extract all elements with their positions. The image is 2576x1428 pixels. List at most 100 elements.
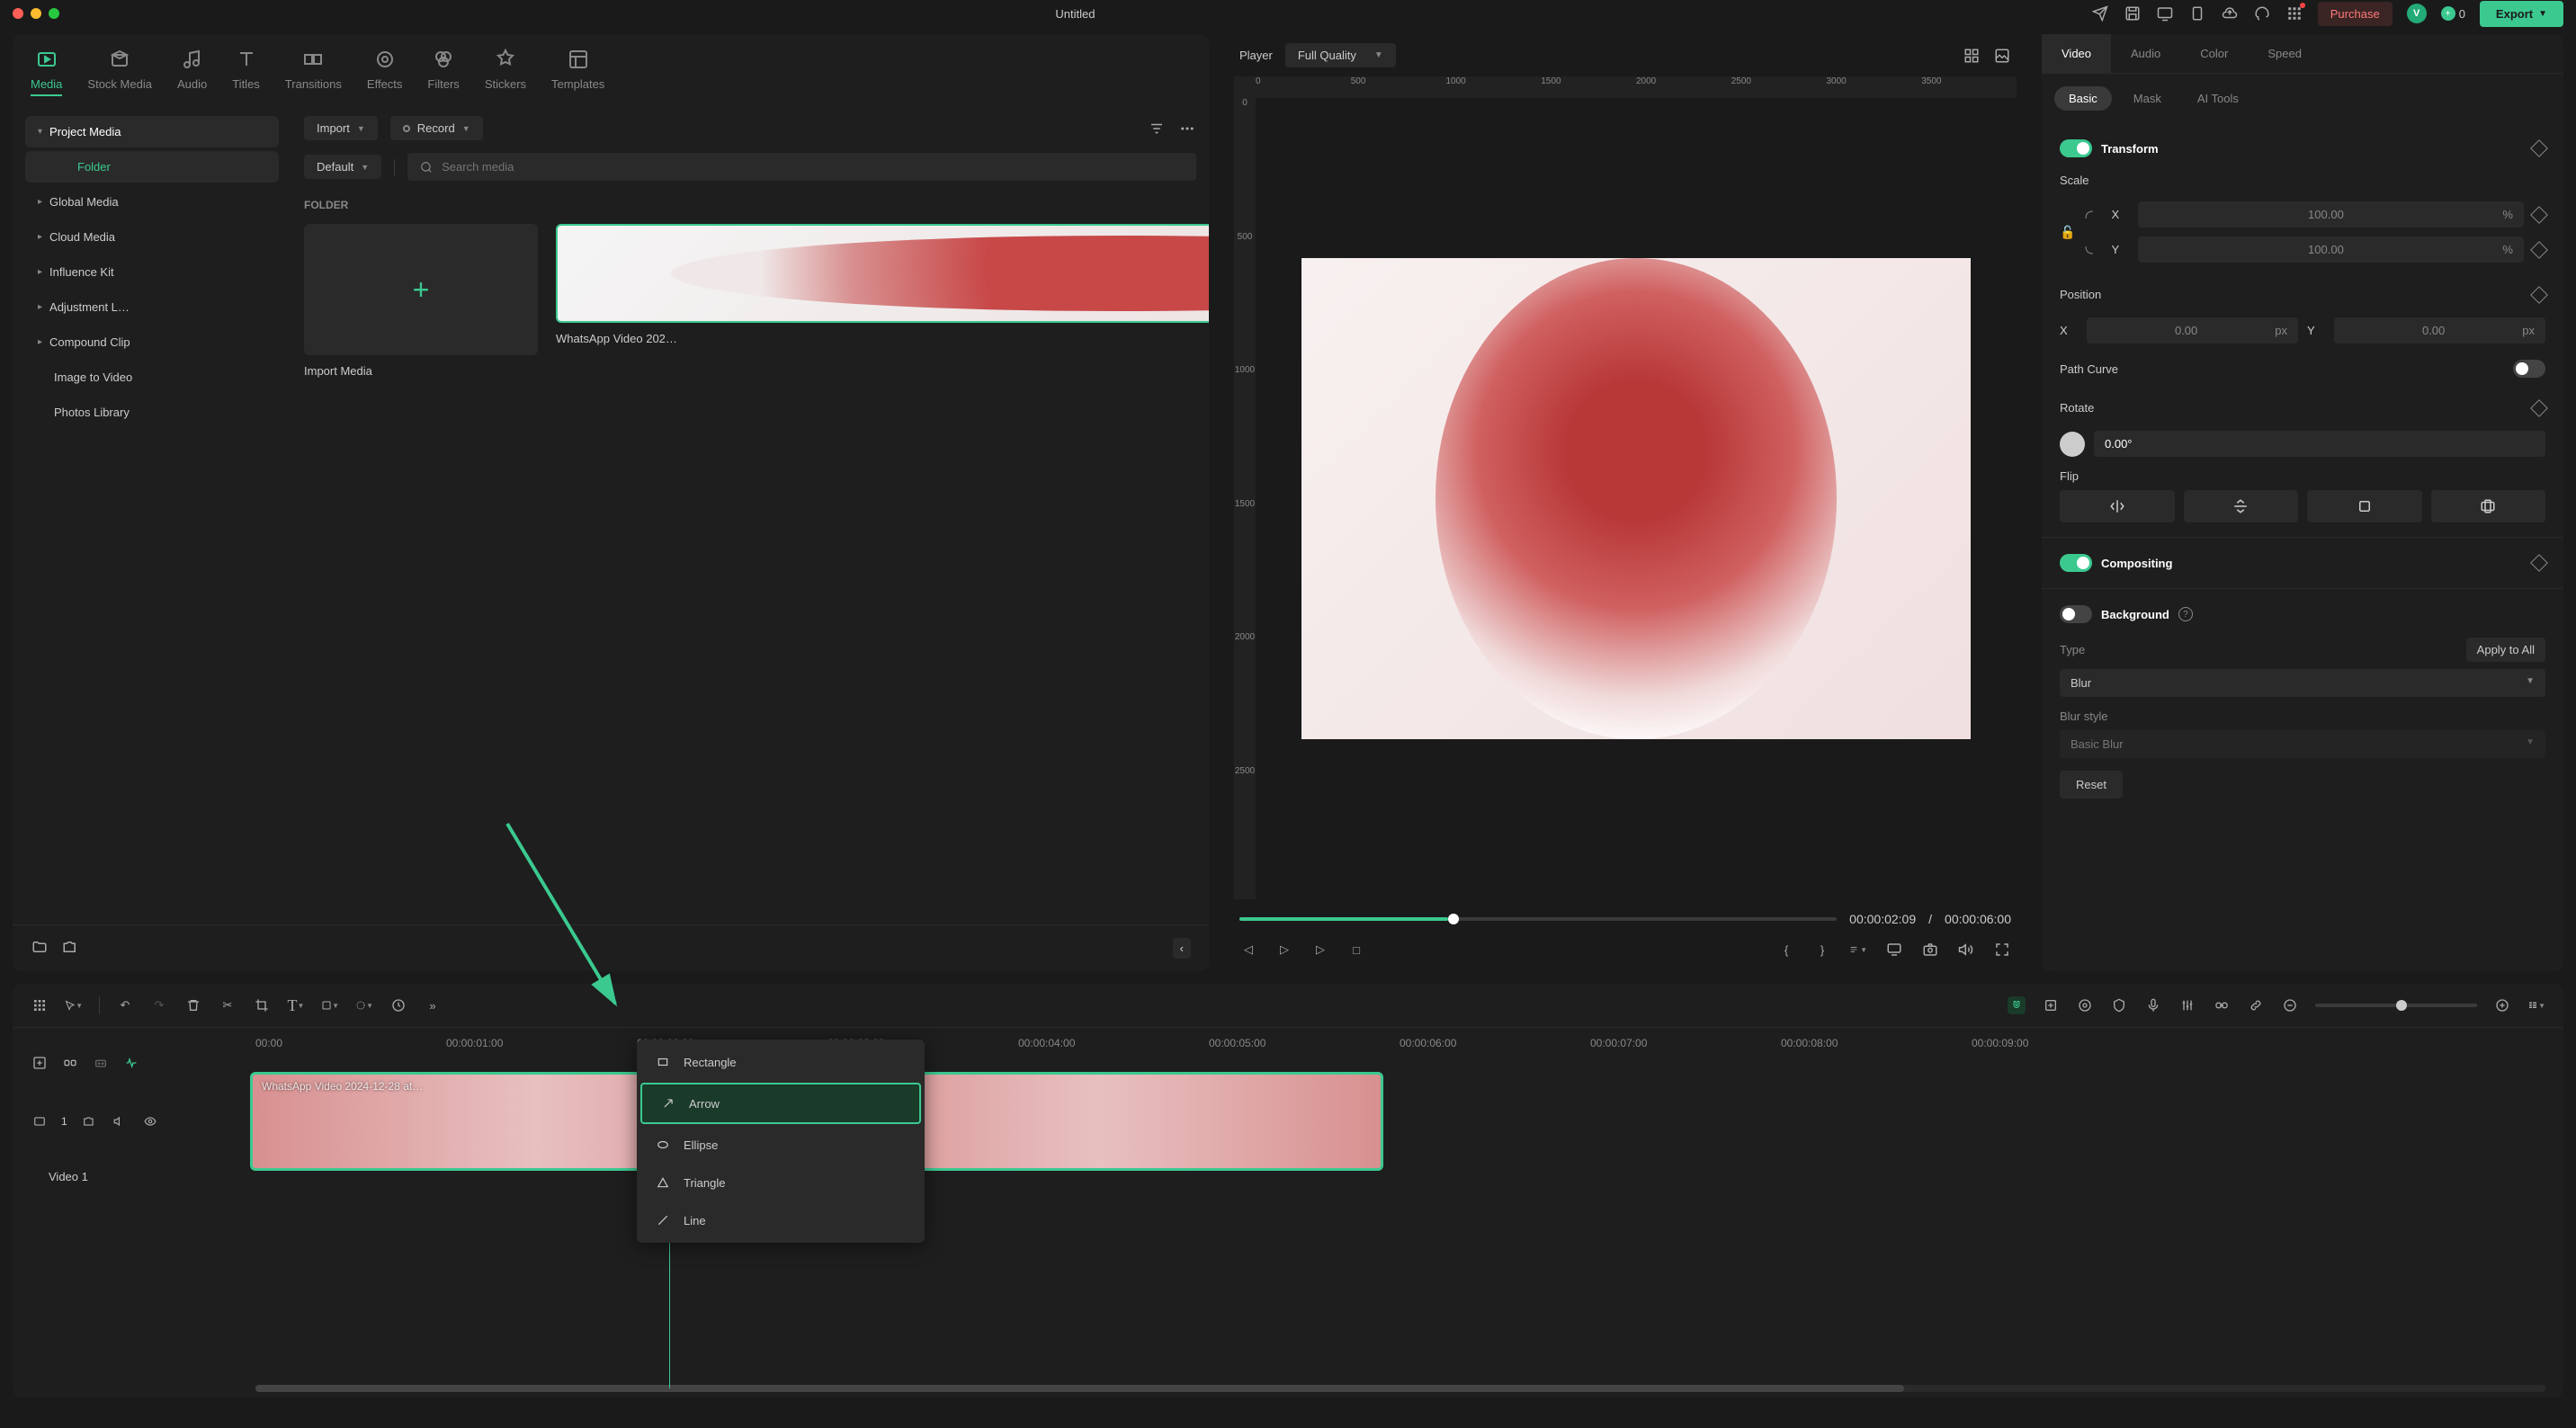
link-icon[interactable]: [2213, 996, 2231, 1014]
search-input[interactable]: [442, 160, 1184, 174]
fit-button[interactable]: [2307, 490, 2422, 522]
shape-menu-ellipse[interactable]: Ellipse: [637, 1126, 925, 1164]
effects-tool-icon[interactable]: ▼: [355, 996, 373, 1014]
send-icon[interactable]: [2091, 4, 2109, 22]
tab-filters[interactable]: Filters: [427, 47, 459, 103]
tab-effects[interactable]: Effects: [367, 47, 403, 103]
keyframe-icon[interactable]: [2530, 206, 2548, 224]
compositing-toggle[interactable]: [2060, 554, 2092, 572]
apply-all-button[interactable]: Apply to All: [2466, 638, 2545, 662]
grid-icon[interactable]: [31, 996, 49, 1014]
import-media-tile[interactable]: + Import Media: [304, 224, 538, 378]
more-icon[interactable]: [1178, 120, 1196, 138]
preview-canvas[interactable]: [1256, 98, 2017, 899]
stop-icon[interactable]: □: [1347, 941, 1365, 959]
cloud-icon[interactable]: [2221, 4, 2239, 22]
image-view-icon[interactable]: [1993, 47, 2011, 65]
play-back-icon[interactable]: ▷: [1275, 941, 1293, 959]
shape-menu-triangle[interactable]: Triangle: [637, 1164, 925, 1201]
fullscreen-icon[interactable]: [1993, 941, 2011, 959]
zoom-in-icon[interactable]: [2493, 996, 2511, 1014]
transform-toggle[interactable]: [2060, 139, 2092, 157]
shape-menu-arrow[interactable]: Arrow: [640, 1083, 921, 1124]
mark-in-icon[interactable]: {: [1777, 941, 1795, 959]
record-dropdown[interactable]: Record▼: [390, 116, 483, 140]
blur-select[interactable]: Blur▼: [2060, 669, 2545, 697]
track-visible-icon[interactable]: [141, 1112, 159, 1130]
split-icon[interactable]: ✂: [219, 996, 237, 1014]
magnet-icon[interactable]: [2008, 996, 2026, 1014]
prev-frame-icon[interactable]: ◁: [1239, 941, 1257, 959]
track-mute-icon[interactable]: [111, 1112, 129, 1130]
purchase-button[interactable]: Purchase: [2318, 2, 2393, 26]
path-curve-toggle[interactable]: [2513, 360, 2545, 378]
collapse-sidebar[interactable]: ‹: [1173, 938, 1191, 959]
media-clip-tile[interactable]: 00:00:06 ✓ WhatsApp Video 202…: [556, 224, 790, 378]
pos-x-input[interactable]: 0.00px: [2087, 317, 2298, 344]
mixer-icon[interactable]: [2178, 996, 2196, 1014]
sidebar-item-photos-library[interactable]: Photos Library: [25, 397, 279, 428]
mark-out-icon[interactable]: }: [1813, 941, 1831, 959]
tab-stock-media[interactable]: Stock Media: [87, 47, 152, 103]
fill-button[interactable]: [2431, 490, 2546, 522]
share-icon[interactable]: [2188, 4, 2206, 22]
minimize-window[interactable]: [31, 8, 41, 19]
background-toggle[interactable]: [2060, 605, 2092, 623]
crop-icon[interactable]: [253, 996, 271, 1014]
subtab-ai-tools[interactable]: AI Tools: [2183, 86, 2253, 111]
save-icon[interactable]: [2124, 4, 2142, 22]
track-view-icon[interactable]: ▼: [2527, 996, 2545, 1014]
rotate-knob[interactable]: [2060, 432, 2085, 457]
maximize-window[interactable]: [49, 8, 59, 19]
shape-menu-line[interactable]: Line: [637, 1201, 925, 1239]
filter-icon[interactable]: [1148, 120, 1166, 138]
scale-y-input[interactable]: 100.00%: [2138, 237, 2524, 263]
sidebar-item-adjustment-l-[interactable]: ▸Adjustment L…: [25, 291, 279, 323]
coins-display[interactable]: + 0: [2441, 6, 2465, 21]
mic-icon[interactable]: [2144, 996, 2162, 1014]
new-folder-icon[interactable]: [31, 938, 49, 956]
blur-style-select[interactable]: Basic Blur▼: [2060, 730, 2545, 758]
speed-tool-icon[interactable]: [389, 996, 407, 1014]
zoom-slider[interactable]: [2315, 1004, 2477, 1007]
monitor-icon[interactable]: [1885, 941, 1903, 959]
subtab-mask[interactable]: Mask: [2119, 86, 2176, 111]
text-icon[interactable]: T▼: [287, 996, 305, 1014]
apps-icon[interactable]: [2285, 4, 2303, 22]
close-window[interactable]: [13, 8, 23, 19]
sidebar-item-compound-clip[interactable]: ▸Compound Clip: [25, 326, 279, 358]
shape-menu-rectangle[interactable]: Rectangle: [637, 1043, 925, 1081]
props-tab-audio[interactable]: Audio: [2111, 34, 2180, 73]
reset-button[interactable]: Reset: [2060, 771, 2123, 799]
chain-icon[interactable]: [2247, 996, 2265, 1014]
search-field[interactable]: [407, 153, 1196, 181]
keyframe-icon[interactable]: [2530, 286, 2548, 304]
track-type-icon[interactable]: [31, 1112, 49, 1130]
props-tab-color[interactable]: Color: [2180, 34, 2248, 73]
device-icon[interactable]: [2156, 4, 2174, 22]
flip-v-button[interactable]: [2184, 490, 2299, 522]
sidebar-item-cloud-media[interactable]: ▸Cloud Media: [25, 221, 279, 253]
sidebar-item-folder[interactable]: Folder: [25, 151, 279, 183]
folder-action-icon[interactable]: [61, 938, 79, 956]
quality-dropdown[interactable]: Full Quality▼: [1285, 43, 1396, 67]
tab-templates[interactable]: Templates: [551, 47, 604, 103]
scale-x-input[interactable]: 100.00%: [2138, 201, 2524, 228]
marker-add-icon[interactable]: [2042, 996, 2060, 1014]
keyframe-icon[interactable]: [2530, 399, 2548, 417]
progress-bar[interactable]: [1239, 917, 1837, 921]
sidebar-item-global-media[interactable]: ▸Global Media: [25, 186, 279, 218]
track-lock-icon[interactable]: [80, 1112, 98, 1130]
sidebar-item-image-to-video[interactable]: Image to Video: [25, 361, 279, 393]
props-tab-speed[interactable]: Speed: [2248, 34, 2321, 73]
more-tools-icon[interactable]: »: [424, 996, 442, 1014]
headphones-icon[interactable]: [2253, 4, 2271, 22]
subtab-basic[interactable]: Basic: [2054, 86, 2112, 111]
sidebar-item-project-media[interactable]: ▾Project Media: [25, 116, 279, 147]
help-icon[interactable]: ?: [2178, 607, 2193, 621]
timeline-ruler[interactable]: 00:0000:00:01:0000:00:02:0000:00:03:0000…: [13, 1028, 2563, 1058]
props-tab-video[interactable]: Video: [2042, 34, 2111, 73]
keyframe-icon[interactable]: [2530, 554, 2548, 572]
lock-icon[interactable]: 🔓: [2060, 225, 2075, 240]
marker-icon[interactable]: [2076, 996, 2094, 1014]
